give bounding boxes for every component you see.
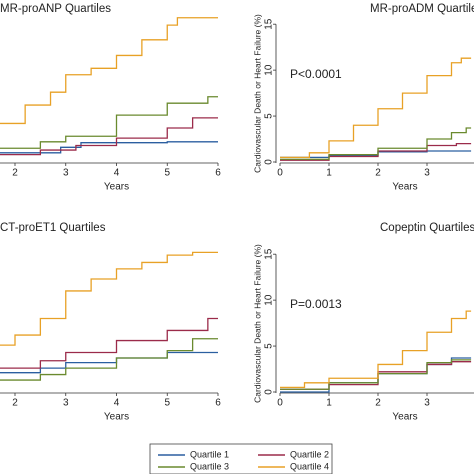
km-curve [0,117,218,156]
x-tick-label: 0 [277,168,283,179]
y-tick-label: 5 [264,343,275,349]
panel: Copeptin Quartiles 0 1 2 3 Years 0 5 10 15Cardiov… [252,222,474,423]
y-tick-label: 15 [264,18,275,30]
panel: MR-proANP Quartiles 2 3 4 5 6 Years [0,3,221,193]
km-curve [0,96,218,149]
legend-box [149,443,333,474]
km-curve [280,57,472,159]
x-tick-label: 4 [114,398,120,409]
x-axis-label: Years [104,412,129,423]
x-tick-label: 0 [277,398,283,409]
x-tick-label: 1 [326,398,332,409]
panel-title: Copeptin Quartiles [380,222,474,234]
legend-label: Quartile 3 [190,461,229,471]
panel: CT-proET1 Quartiles 2 3 4 5 6 Years [0,222,221,423]
p-value: P=0.0013 [290,297,342,311]
km-curve [280,127,472,160]
panel: MR-proADM Quartiles 0 1 2 3 Years 0 5 10 15Cardio… [252,3,474,193]
x-tick-label: 2 [375,168,381,179]
y-axis-label: Cardiovascular Death or Heart Failure (%… [252,244,262,403]
km-curve [280,361,472,390]
x-tick-label: 1 [326,168,332,179]
km-curve [0,351,218,374]
km-curve [0,338,218,381]
x-axis-label: Years [104,182,129,193]
y-tick-label: 15 [264,248,275,260]
panel-title: CT-proET1 Quartiles [0,222,106,234]
km-curve [0,317,218,369]
km-curve [280,359,472,390]
x-axis-label: Years [392,182,417,193]
km-curve [280,310,472,389]
x-tick-label: 5 [164,168,170,179]
x-tick-label: 2 [12,168,18,179]
y-tick-label: 5 [264,113,275,119]
y-axis-label: Cardiovascular Death or Heart Failure (%… [252,14,262,173]
panel-title: MR-proADM Quartiles [370,3,474,15]
y-tick-label: 10 [264,294,275,306]
x-tick-label: 3 [63,398,69,409]
km-curve [0,17,218,125]
x-tick-label: 6 [215,168,221,179]
legend-label: Quartile 4 [290,461,329,471]
y-tick-label: 10 [264,64,275,76]
legend-label: Quartile 1 [190,449,229,459]
x-axis-label: Years [392,412,417,423]
x-tick-label: 2 [375,398,381,409]
y-tick-label: 0 [264,389,275,395]
x-tick-label: 4 [114,168,120,179]
panel-title: MR-proANP Quartiles [0,3,111,15]
legend-label: Quartile 2 [290,449,329,459]
x-tick-label: 3 [424,398,430,409]
p-value: P<0.0001 [290,67,342,81]
x-tick-label: 2 [12,398,18,409]
y-tick-label: 0 [264,159,275,165]
x-tick-label: 3 [63,168,69,179]
x-tick-label: 6 [215,398,221,409]
x-tick-label: 5 [164,398,170,409]
km-curve [0,251,218,346]
x-tick-label: 3 [424,168,430,179]
